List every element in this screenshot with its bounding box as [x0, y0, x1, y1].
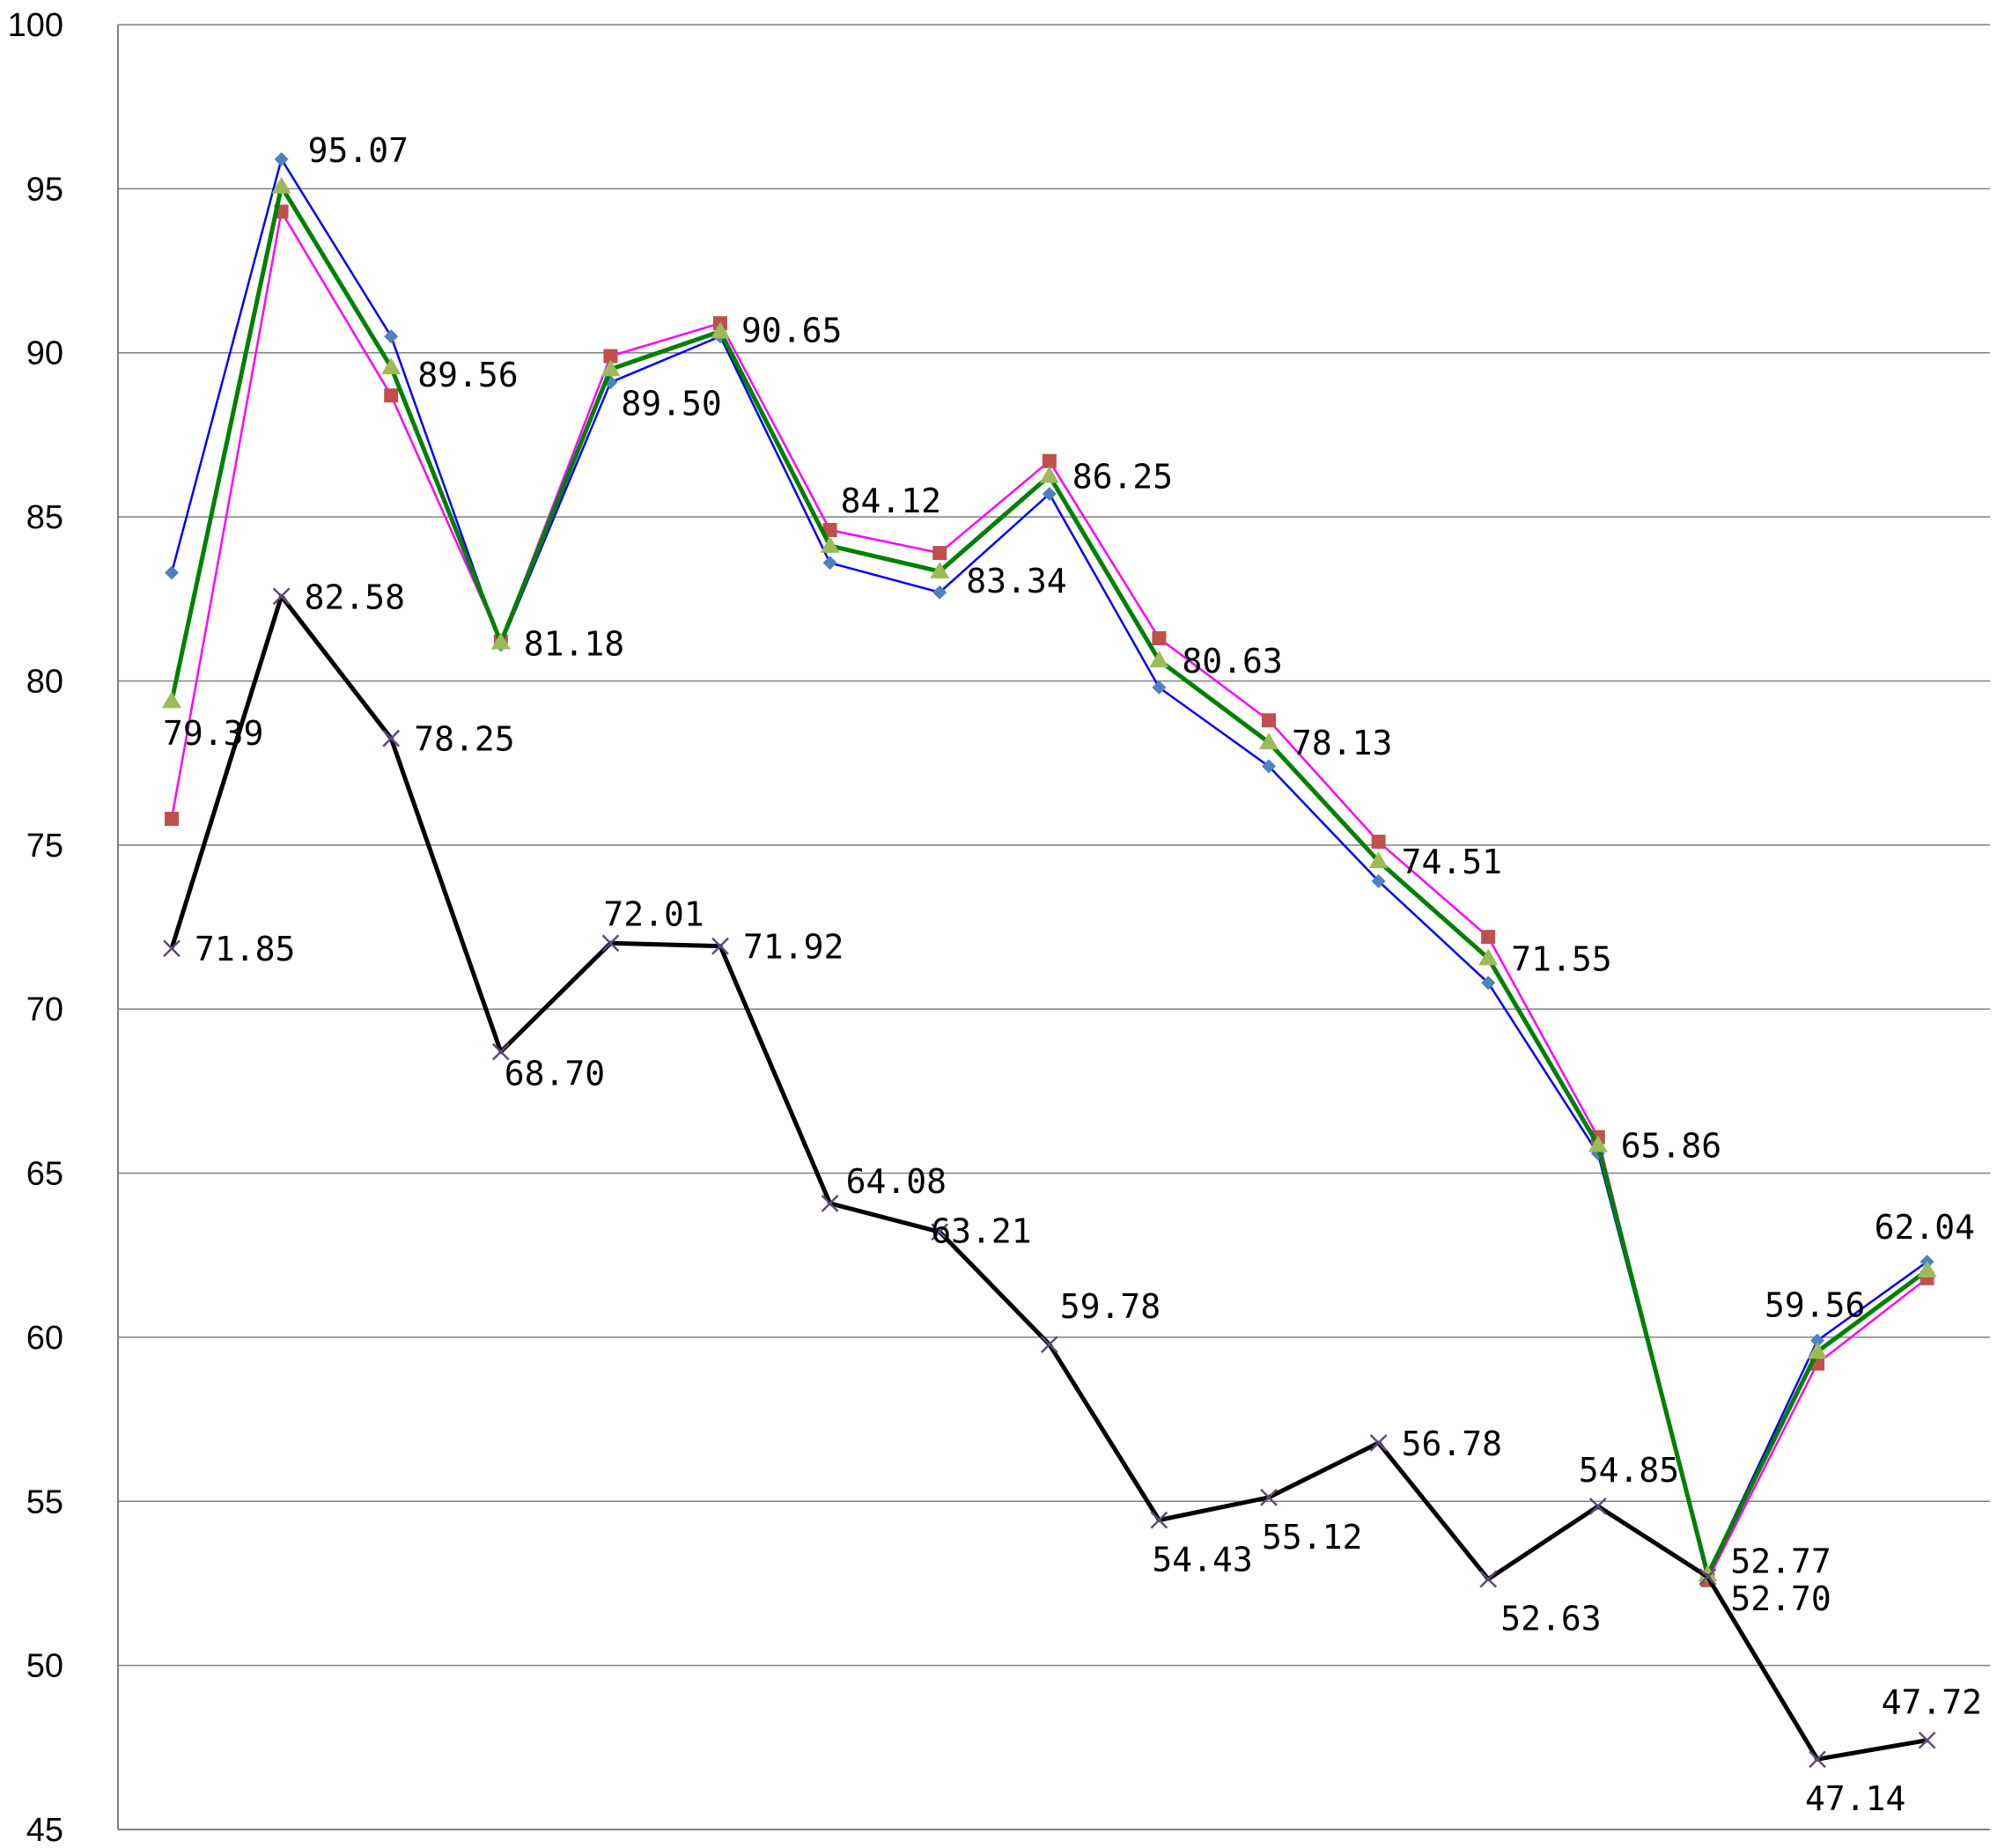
- data-label-series-3-point-6: 90.65: [741, 312, 842, 350]
- data-label-series-3-point-12: 74.51: [1402, 843, 1502, 881]
- data-label-series-4-point-11: 55.12: [1262, 1518, 1362, 1557]
- data-label-series-3-point-13: 71.55: [1511, 939, 1611, 978]
- data-label-series-4-point-14: 54.85: [1579, 1451, 1679, 1490]
- series-4-line: [172, 596, 1927, 1759]
- data-label-series-3-point-9: 86.25: [1072, 458, 1173, 497]
- y-tick-label-95: 95: [26, 171, 63, 208]
- data-label-series-3-point-15: 52.77: [1730, 1542, 1831, 1580]
- data-label-series-3-point-8: 83.34: [966, 562, 1066, 600]
- data-label-series-3-point-7: 84.12: [841, 482, 941, 520]
- y-tick-label-65: 65: [26, 1156, 63, 1193]
- series-3-point-17: [1918, 1261, 1937, 1277]
- series-4-point-13: [1480, 1572, 1496, 1587]
- data-label-series-3-point-11: 78.13: [1292, 724, 1392, 762]
- data-label-series-4-point-15: 52.70: [1730, 1579, 1831, 1618]
- series-3-point-1: [162, 691, 181, 708]
- series-2-line: [172, 212, 1927, 1580]
- y-tick-label-85: 85: [26, 499, 63, 536]
- data-label-series-3-point-17: 62.04: [1875, 1208, 1975, 1247]
- data-label-series-3-point-2: 95.07: [308, 131, 409, 170]
- data-label-series-4-point-3: 78.25: [414, 720, 514, 759]
- y-tick-label-45: 45: [26, 1812, 63, 1844]
- data-label-series-4-point-7: 64.08: [846, 1162, 947, 1201]
- series-2-point-9: [1043, 454, 1057, 468]
- data-label-series-4-point-10: 54.43: [1152, 1541, 1252, 1579]
- series-1-point-1: [165, 565, 179, 579]
- y-tick-label-100: 100: [8, 7, 63, 44]
- data-label-series-4-point-9: 59.78: [1060, 1287, 1161, 1326]
- series-4-point-9: [1042, 1336, 1057, 1352]
- y-tick-label-50: 50: [26, 1648, 63, 1685]
- grid-layer: [118, 25, 1990, 1666]
- series-2-point-10: [1152, 631, 1166, 645]
- series-2-point-12: [1372, 835, 1386, 849]
- series-1-point-3: [384, 329, 398, 343]
- data-label-series-3-point-10: 80.63: [1182, 642, 1282, 681]
- series-4: [164, 588, 1935, 1767]
- series-2-point-1: [165, 812, 179, 826]
- data-label-series-3-point-3: 89.56: [417, 356, 518, 394]
- data-label-series-3-point-14: 65.86: [1621, 1126, 1721, 1165]
- series-2: [165, 204, 1934, 1587]
- y-tick-label-60: 60: [26, 1320, 63, 1357]
- data-label-series-3-point-16: 59.56: [1765, 1285, 1865, 1324]
- series-3-point-7: [821, 536, 840, 553]
- data-label-series-4-point-13: 52.63: [1500, 1600, 1601, 1638]
- series-2-point-11: [1262, 713, 1276, 727]
- data-label-series-4-point-12: 56.78: [1402, 1425, 1502, 1463]
- data-label-series-3-point-5: 89.50: [621, 384, 721, 423]
- data-label-series-4-point-1: 71.85: [195, 930, 295, 968]
- data-label-series-4-point-5: 72.01: [603, 895, 704, 933]
- series-2-point-13: [1481, 930, 1495, 944]
- data-label-series-3-point-1: 79.39: [163, 714, 263, 753]
- data-label-series-4-point-16: 47.14: [1805, 1779, 1905, 1818]
- y-tick-label-90: 90: [26, 335, 63, 372]
- data-label-series-4-point-2: 82.58: [305, 578, 405, 616]
- y-tick-label-70: 70: [26, 991, 63, 1028]
- series-4-point-12: [1371, 1435, 1387, 1451]
- series-1-point-7: [823, 556, 837, 570]
- series-3-point-9: [1040, 467, 1059, 483]
- series-1-point-10: [1152, 681, 1166, 695]
- data-label-series-4-point-6: 71.92: [743, 928, 844, 967]
- data-label-series-3-point-4: 81.18: [524, 624, 624, 663]
- series-1-point-2: [275, 152, 289, 166]
- data-label-series-4-point-4: 68.70: [505, 1055, 605, 1093]
- data-label-series-4-point-8: 63.21: [931, 1211, 1031, 1250]
- series-2-point-3: [384, 388, 398, 402]
- y-tick-label-55: 55: [26, 1484, 63, 1520]
- label-layer: 79.39 95.07 89.56 81.18 89.50 90.65 84.12 83.34…: [163, 131, 1982, 1818]
- series-2-point-8: [932, 546, 947, 560]
- series-3-line: [172, 187, 1927, 1575]
- data-label-series-4-point-17: 47.72: [1882, 1683, 1982, 1722]
- y-tick-label-75: 75: [26, 828, 63, 865]
- y-tick-label-80: 80: [26, 663, 63, 700]
